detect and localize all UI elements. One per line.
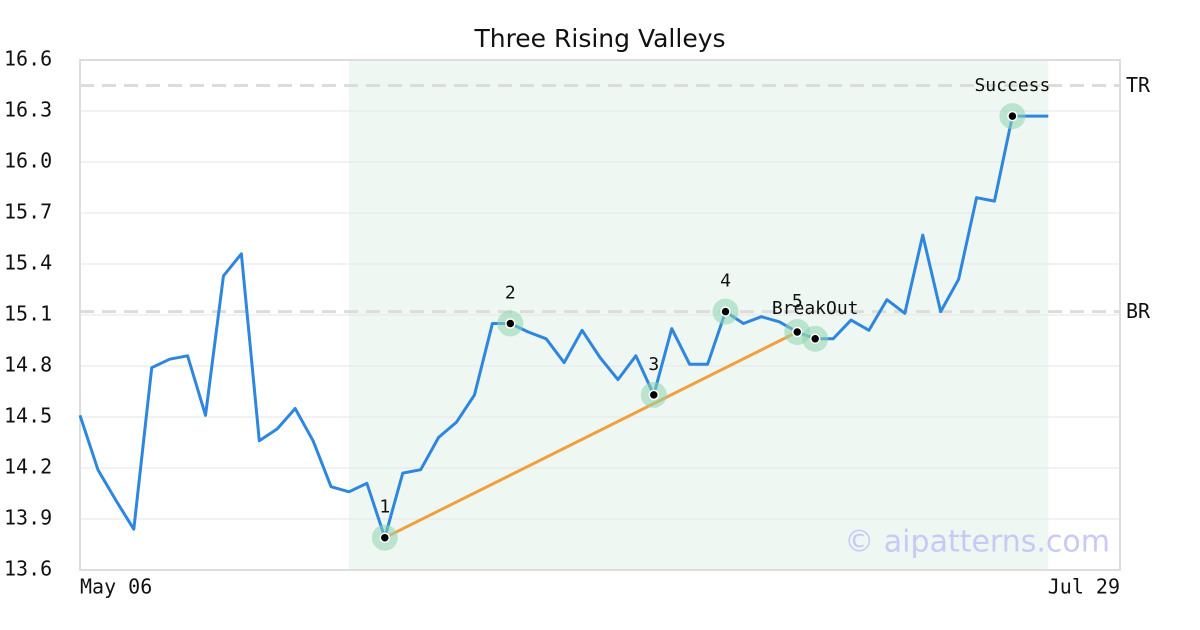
plot-frame [79,59,1121,571]
price-line [78,114,1049,540]
point-dot [791,326,803,338]
point-dot [379,532,391,543]
point-dot [1007,110,1018,122]
y-tick-label: 15.1 [4,302,52,326]
level-label: TR [1126,73,1151,97]
y-tick-label: 14.5 [4,404,52,428]
y-tick-label: 14.2 [4,455,52,479]
point-label: 2 [505,283,516,304]
x-tick-label: Jul 29 [1048,575,1120,599]
point-dot [648,389,660,401]
y-tick-label: 15.4 [4,251,52,275]
point-dot [505,318,516,329]
point-label: 1 [379,497,390,518]
y-tick-label: 16.3 [4,98,52,122]
chart-title: Three Rising Valleys [473,24,725,53]
y-tick-label: 13.9 [4,506,52,530]
x-tick-label: May 06 [80,575,152,599]
watermark: © aipatterns.com [844,525,1110,560]
point-dot [809,333,821,345]
y-tick-label: 14.8 [4,353,52,377]
level-label: BR [1126,299,1151,323]
y-tick-label: 16.6 [4,47,52,71]
y-tick-label: 13.6 [4,557,52,581]
point-dot [720,306,731,317]
y-tick-label: 15.7 [4,200,52,224]
point-label: BreakOut [772,298,859,319]
point-label: 4 [720,271,731,292]
y-tick-label: 16.0 [4,149,52,173]
trendline [384,330,798,540]
point-label: 3 [648,354,659,375]
point-label: 5 [792,291,803,312]
point-label: Success [974,75,1050,96]
